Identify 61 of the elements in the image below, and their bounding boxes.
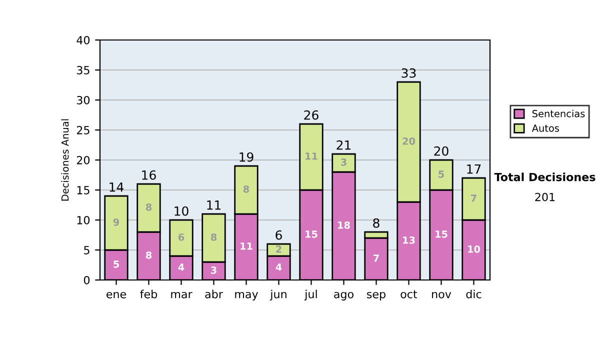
legend-label: Autos: [532, 124, 560, 132]
x-tick-label: jul: [304, 290, 317, 300]
x-tick-label: may: [235, 292, 258, 300]
data-label: 3: [211, 266, 216, 274]
data-label: 6: [178, 233, 184, 241]
x-tick-label: jun: [270, 290, 286, 300]
total-label: 14: [110, 182, 124, 192]
data-label: 5: [438, 170, 444, 178]
data-label: 8: [146, 203, 152, 211]
data-label: 15: [436, 230, 448, 238]
total-label: 8: [373, 218, 380, 228]
data-label: 20: [402, 137, 416, 145]
total-label: 26: [304, 110, 318, 120]
text: Total Decisiones: [494, 172, 596, 182]
y-tick-label: 35: [76, 66, 90, 74]
total-label: 33: [402, 68, 416, 78]
x-tick-label: feb: [140, 290, 158, 298]
data-label: 18: [338, 221, 350, 229]
x-tick-label: nov: [432, 292, 452, 298]
data-label: 7: [471, 194, 476, 202]
total-label: 11: [207, 200, 221, 210]
data-label: 8: [146, 251, 152, 259]
y-tick-label: 5: [84, 246, 90, 254]
total-label: 6: [276, 230, 282, 240]
data-label: 3: [341, 158, 346, 166]
x-tick-label: ene: [106, 292, 126, 298]
x-tick-label: ago: [334, 292, 354, 300]
x-tick-label: oct: [400, 290, 418, 298]
total-label: 16: [142, 170, 156, 180]
data-label: 15: [306, 230, 318, 238]
data-label: 8: [243, 185, 250, 193]
y-tick-label: 0: [84, 276, 90, 284]
y-tick-label: 25: [76, 126, 90, 134]
y-tick-label: 40: [76, 36, 90, 44]
total-label: 21: [336, 140, 351, 150]
data-label: 7: [374, 254, 379, 262]
total-label: 19: [240, 152, 254, 162]
total-label: 17: [467, 164, 481, 174]
data-label: 4: [276, 264, 282, 271]
text: 201: [535, 192, 555, 202]
legend-label: Sentencias: [532, 110, 585, 118]
data-label: 2: [276, 245, 282, 253]
data-label: 13: [403, 236, 415, 244]
data-label: 8: [210, 233, 217, 241]
total-label: 20: [434, 146, 448, 156]
y-axis-title: Decisiones Anual: [61, 119, 69, 201]
y-tick-label: 15: [77, 186, 90, 194]
y-tick-label: 10: [77, 216, 90, 224]
y-tick-label: 20: [76, 156, 90, 164]
data-label: 11: [306, 152, 318, 160]
data-label: 5: [114, 260, 119, 268]
total-label: 10: [174, 206, 188, 216]
data-label: 4: [178, 264, 184, 271]
x-tick-label: abr: [205, 290, 223, 298]
y-tick-label: 30: [76, 96, 90, 104]
x-tick-label: dic: [466, 290, 482, 298]
data-label: 11: [240, 242, 252, 250]
x-tick-label: mar: [171, 292, 192, 298]
data-label: 9: [113, 218, 120, 226]
x-tick-label: sep: [367, 292, 386, 300]
data-label: 10: [468, 245, 480, 253]
